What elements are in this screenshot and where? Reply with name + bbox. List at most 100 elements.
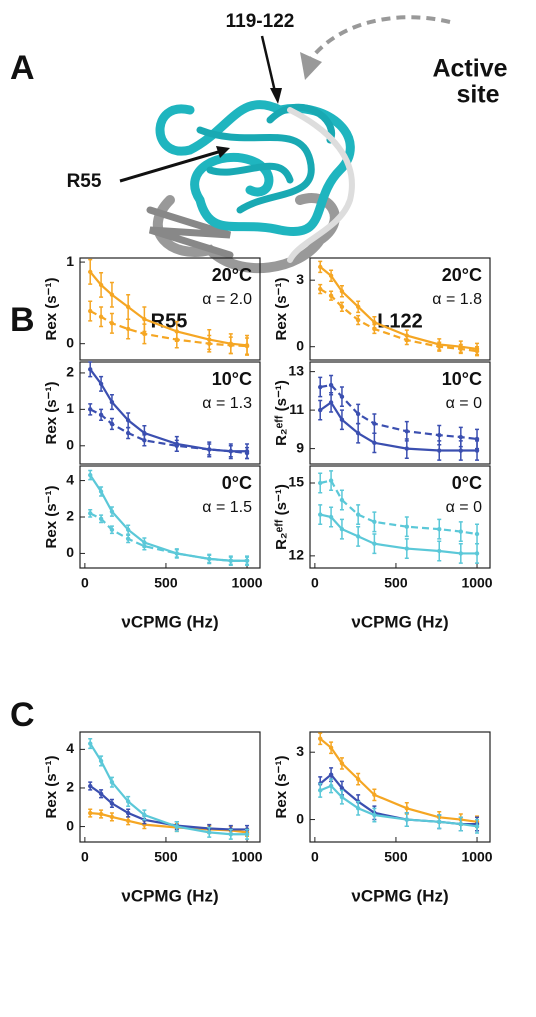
- ribbon: [196, 103, 336, 214]
- y-tick-label: 0: [66, 436, 74, 452]
- data-point: [228, 343, 234, 348]
- y-tick-label: 4: [66, 471, 74, 487]
- annotation: α = 1.8: [432, 291, 482, 308]
- annotation: α = 0: [446, 499, 482, 516]
- data-point: [339, 794, 345, 800]
- data-point: [318, 286, 323, 292]
- data-point: [437, 548, 442, 554]
- ribbon: [152, 193, 340, 274]
- protein-structure: [146, 100, 355, 274]
- data-point: [142, 438, 147, 443]
- data-point: [142, 812, 147, 818]
- x-tick-label: 500: [154, 575, 178, 591]
- data-point: [88, 407, 93, 412]
- data-point: [207, 830, 212, 835]
- data-point: [355, 411, 361, 417]
- data-point: [355, 431, 361, 436]
- arrow-head: [216, 146, 230, 158]
- arrow-head: [270, 88, 282, 104]
- data-point: [339, 394, 345, 399]
- x-tick-label: 500: [154, 849, 178, 865]
- data-point: [109, 801, 115, 806]
- ribbon: [155, 100, 355, 236]
- x-axis-label: νCPMG (Hz): [121, 886, 218, 905]
- data-point: [328, 745, 334, 750]
- data-point: [318, 788, 323, 793]
- data-point: [474, 531, 480, 537]
- ribbon: [146, 206, 234, 259]
- data-point: [88, 269, 93, 275]
- data-point: [125, 799, 131, 804]
- data-point: [328, 382, 334, 388]
- annotation: α = 2.0: [202, 291, 252, 308]
- data-point: [318, 407, 323, 413]
- data-point: [437, 526, 442, 532]
- annotation: α = 0: [446, 395, 482, 412]
- data-point: [244, 343, 250, 349]
- data-point: [404, 546, 410, 551]
- x-tick-label: 0: [81, 849, 89, 865]
- y-axis-label: Rex (s⁻¹): [43, 382, 60, 445]
- data-point: [355, 806, 361, 811]
- y-axis-label: Rex (s⁻¹): [43, 756, 60, 819]
- data-point: [318, 512, 323, 517]
- y-tick-label: 4: [66, 740, 74, 756]
- data-point: [207, 556, 212, 562]
- structure-label: R55: [67, 171, 102, 192]
- data-point: [372, 792, 377, 798]
- data-point: [98, 381, 104, 387]
- column-header: L122: [377, 310, 423, 332]
- data-point: [437, 344, 442, 349]
- data-point: [88, 741, 93, 746]
- structure-label: site: [456, 81, 499, 109]
- data-point: [372, 812, 377, 818]
- data-point: [404, 524, 410, 529]
- fit-line: [89, 408, 248, 455]
- data-point: [328, 293, 334, 298]
- data-point: [474, 824, 480, 829]
- structure-label: 119-122: [226, 11, 295, 32]
- data-point: [228, 449, 234, 454]
- annotation: 10°C: [212, 369, 252, 389]
- data-point: [142, 317, 147, 322]
- plot-frame: [309, 361, 491, 465]
- data-point: [109, 527, 115, 532]
- annotation: 0°C: [452, 473, 482, 493]
- plot-frame: [79, 257, 261, 361]
- plot-frame: [79, 361, 261, 465]
- data-point: [339, 785, 345, 791]
- data-point: [109, 321, 115, 326]
- data-point: [98, 412, 104, 418]
- data-point: [125, 527, 131, 532]
- data-point: [125, 810, 131, 816]
- data-point: [98, 314, 104, 319]
- data-point: [339, 304, 345, 309]
- x-tick-label: 0: [311, 849, 319, 865]
- x-axis-label: νCPMG (Hz): [351, 612, 448, 631]
- data-point: [174, 551, 180, 556]
- data-point: [339, 417, 345, 422]
- y-tick-label: 1: [66, 253, 74, 269]
- data-point: [355, 534, 361, 539]
- data-point: [474, 348, 480, 354]
- data-point: [404, 806, 410, 811]
- data-point: [244, 558, 250, 563]
- data-point: [355, 512, 361, 517]
- data-point: [437, 432, 442, 438]
- y-tick-label: 12: [288, 547, 304, 563]
- data-point: [372, 519, 377, 525]
- data-point: [98, 791, 104, 796]
- y-axis-label: R₂ᵉᶠᶠ (s⁻¹): [273, 484, 290, 550]
- data-point: [125, 536, 131, 542]
- data-point: [244, 450, 250, 456]
- data-point: [458, 448, 464, 453]
- y-tick-label: 3: [296, 743, 304, 759]
- y-axis-label: Rex (s⁻¹): [43, 486, 60, 549]
- data-point: [404, 817, 410, 822]
- x-tick-label: 1000: [231, 849, 262, 865]
- data-point: [339, 526, 345, 532]
- data-point: [109, 509, 115, 514]
- y-tick-label: 0: [66, 817, 74, 833]
- data-point: [372, 320, 377, 325]
